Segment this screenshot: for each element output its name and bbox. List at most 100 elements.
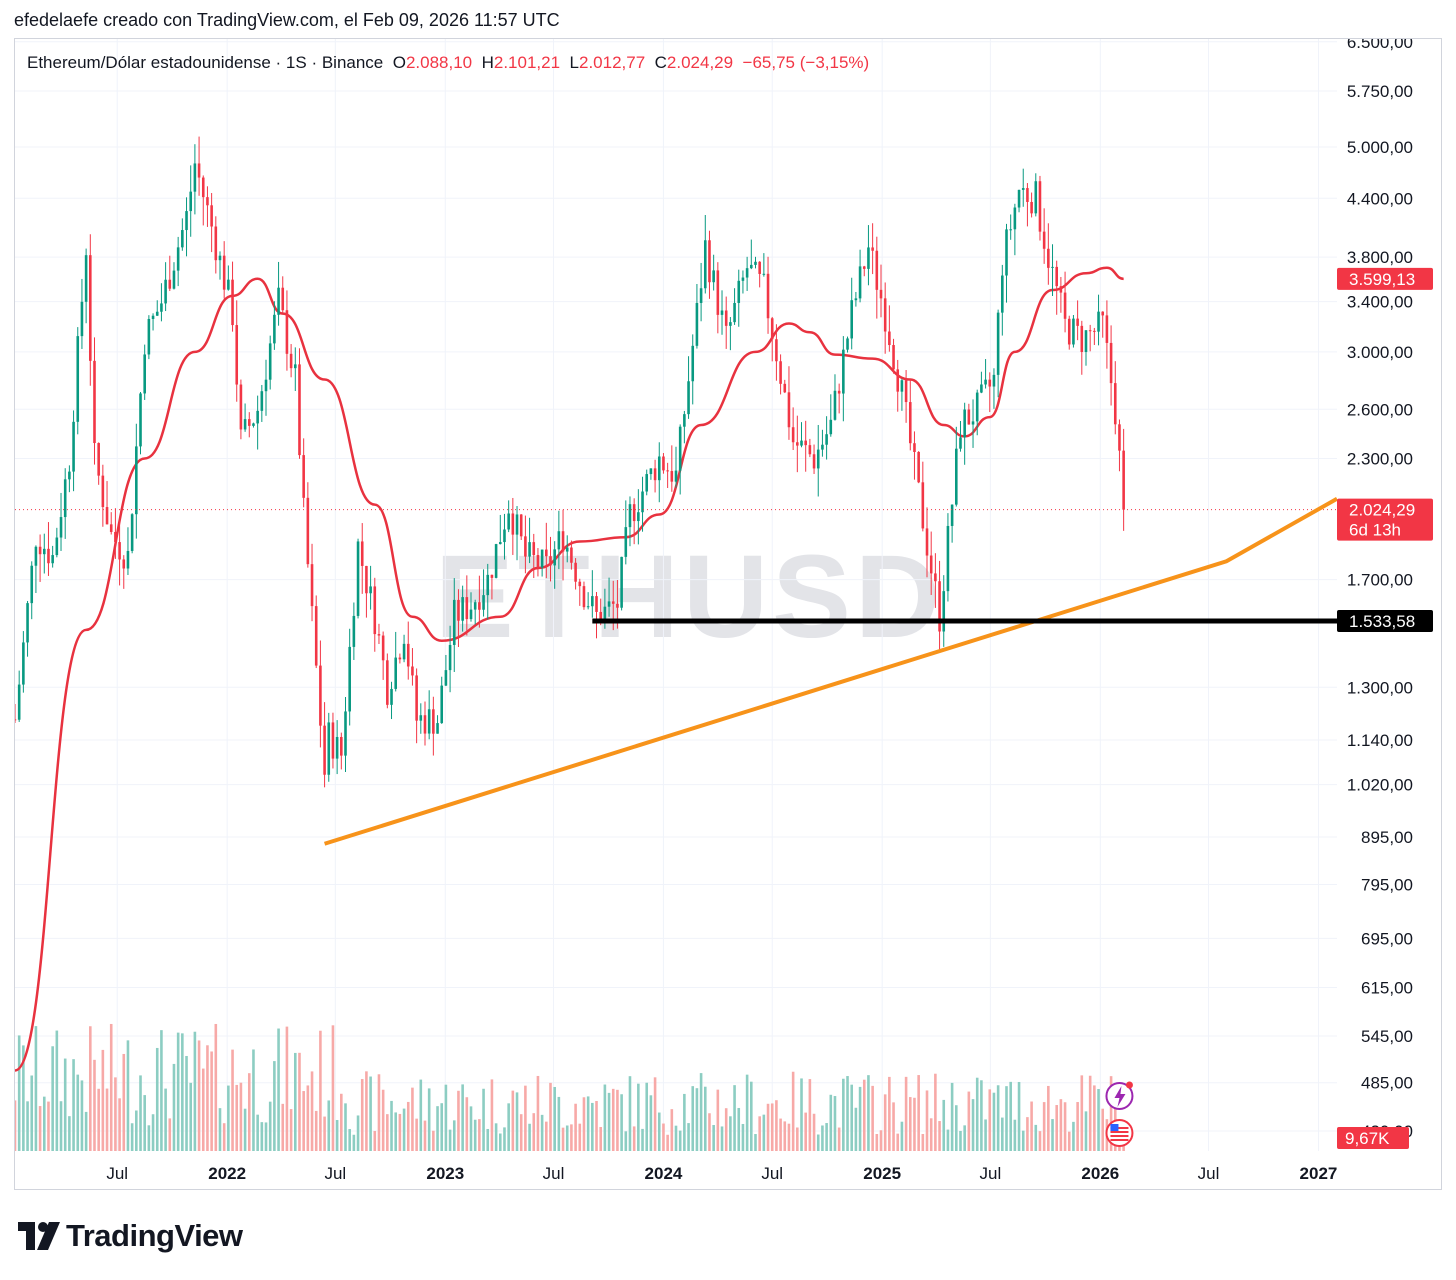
volume-bar [858,1086,862,1151]
candle-body [411,666,414,676]
y-tick-label: 2.600,00 [1347,400,1413,419]
candle-body [306,497,310,565]
candle-body [766,273,770,319]
volume-bar [84,1111,88,1151]
candle-body [369,586,372,594]
chart-frame[interactable]: ETHUSD 6.500,00 5.750,00 5.000,00 4.400,00 3… [14,38,1442,1190]
candle-body [582,586,586,608]
volume-bar [595,1101,598,1151]
candle-body [494,544,498,578]
candle-body [624,527,628,557]
volume-bar [624,1131,628,1151]
candle-body [833,390,837,420]
volume-bar [645,1082,649,1151]
y-tick-label: 3.800,00 [1347,248,1413,267]
volume-bar [151,1114,155,1151]
candle-body [348,646,351,712]
candle-body [72,421,75,472]
volume-bar [929,1118,933,1151]
brand-name: TradingView [66,1218,243,1253]
volume-bar [340,1093,343,1151]
candle-body [486,574,490,596]
volume-bar [448,1129,452,1151]
candle-body [532,542,536,555]
candle-body [1009,229,1012,231]
candle-body [331,722,335,759]
price-chart[interactable]: 6.500,00 5.750,00 5.000,00 4.400,00 3.800,00… [15,39,1442,1190]
candle-body [1047,248,1050,268]
volume-bar [1038,1131,1042,1151]
candle-body [1001,275,1004,313]
candle-body [724,310,728,326]
candle-body [89,255,92,361]
volume-bar [528,1123,531,1151]
volume-bar [574,1103,577,1151]
volume-bar [319,1030,322,1151]
candle-body [574,562,577,582]
candle-body [503,529,506,543]
volume-bar [160,1030,163,1151]
tradingview-brand[interactable]: TradingView [18,1218,243,1254]
volume-bar [452,1120,456,1151]
volume-bar [1017,1081,1021,1151]
candle-body [63,479,67,518]
volume-bar [825,1123,828,1151]
candle-body [1080,325,1084,353]
candle-body [277,287,280,315]
candle-body [536,554,540,568]
volume-bar [950,1082,954,1151]
candle-body [289,353,293,369]
volume-bar [996,1085,1000,1151]
candle-body [1034,181,1038,214]
candle-body [716,270,720,315]
candle-body [222,255,226,290]
volume-bar [938,1121,941,1151]
candle-body [620,556,623,608]
volume-bar [988,1089,992,1151]
candle-body [754,261,757,265]
volume-bar [411,1087,414,1151]
candle-body [256,410,259,424]
volume-bar [720,1126,724,1151]
candle-body [302,455,305,498]
candle-body [340,736,343,756]
symbol-label: Ethereum/Dólar estadounidense · 1S · Bin… [27,53,384,72]
candle-body [452,599,456,645]
candle-body [143,354,146,394]
candle-body [373,586,377,635]
volume-bar [846,1076,849,1151]
y-tick-label: 5.000,00 [1347,138,1413,157]
candle-body [214,226,218,261]
x-tick-label: 2027 [1300,1164,1338,1183]
candle-body [1113,383,1117,425]
candle-body [498,542,502,545]
volume-bar [536,1075,540,1151]
candle-body [549,556,552,566]
volume-bar [733,1085,736,1151]
volume-bar [394,1112,397,1151]
candle-body [896,369,900,392]
candle-body [745,268,749,278]
volume-bar [992,1092,996,1151]
candle-body [741,277,745,281]
volume-bar [1026,1117,1029,1151]
volume-bar [1005,1086,1008,1151]
volume-bar [632,1126,636,1151]
candle-body [126,550,130,569]
volume-bar [423,1120,427,1151]
volume-bar [1067,1131,1071,1151]
candle-body [135,446,138,515]
volume-bar [193,1031,197,1151]
candle-body [917,451,920,483]
candle-body [22,642,25,685]
candle-body [678,426,682,471]
candle-body [38,546,42,555]
candle-body [511,513,515,535]
candle-body [390,688,393,705]
volume-bar [390,1100,393,1151]
volume-bar [494,1123,498,1151]
candle-body [800,440,803,446]
candle-body [436,723,439,734]
candle-body [733,302,736,323]
candle-body [201,177,205,198]
